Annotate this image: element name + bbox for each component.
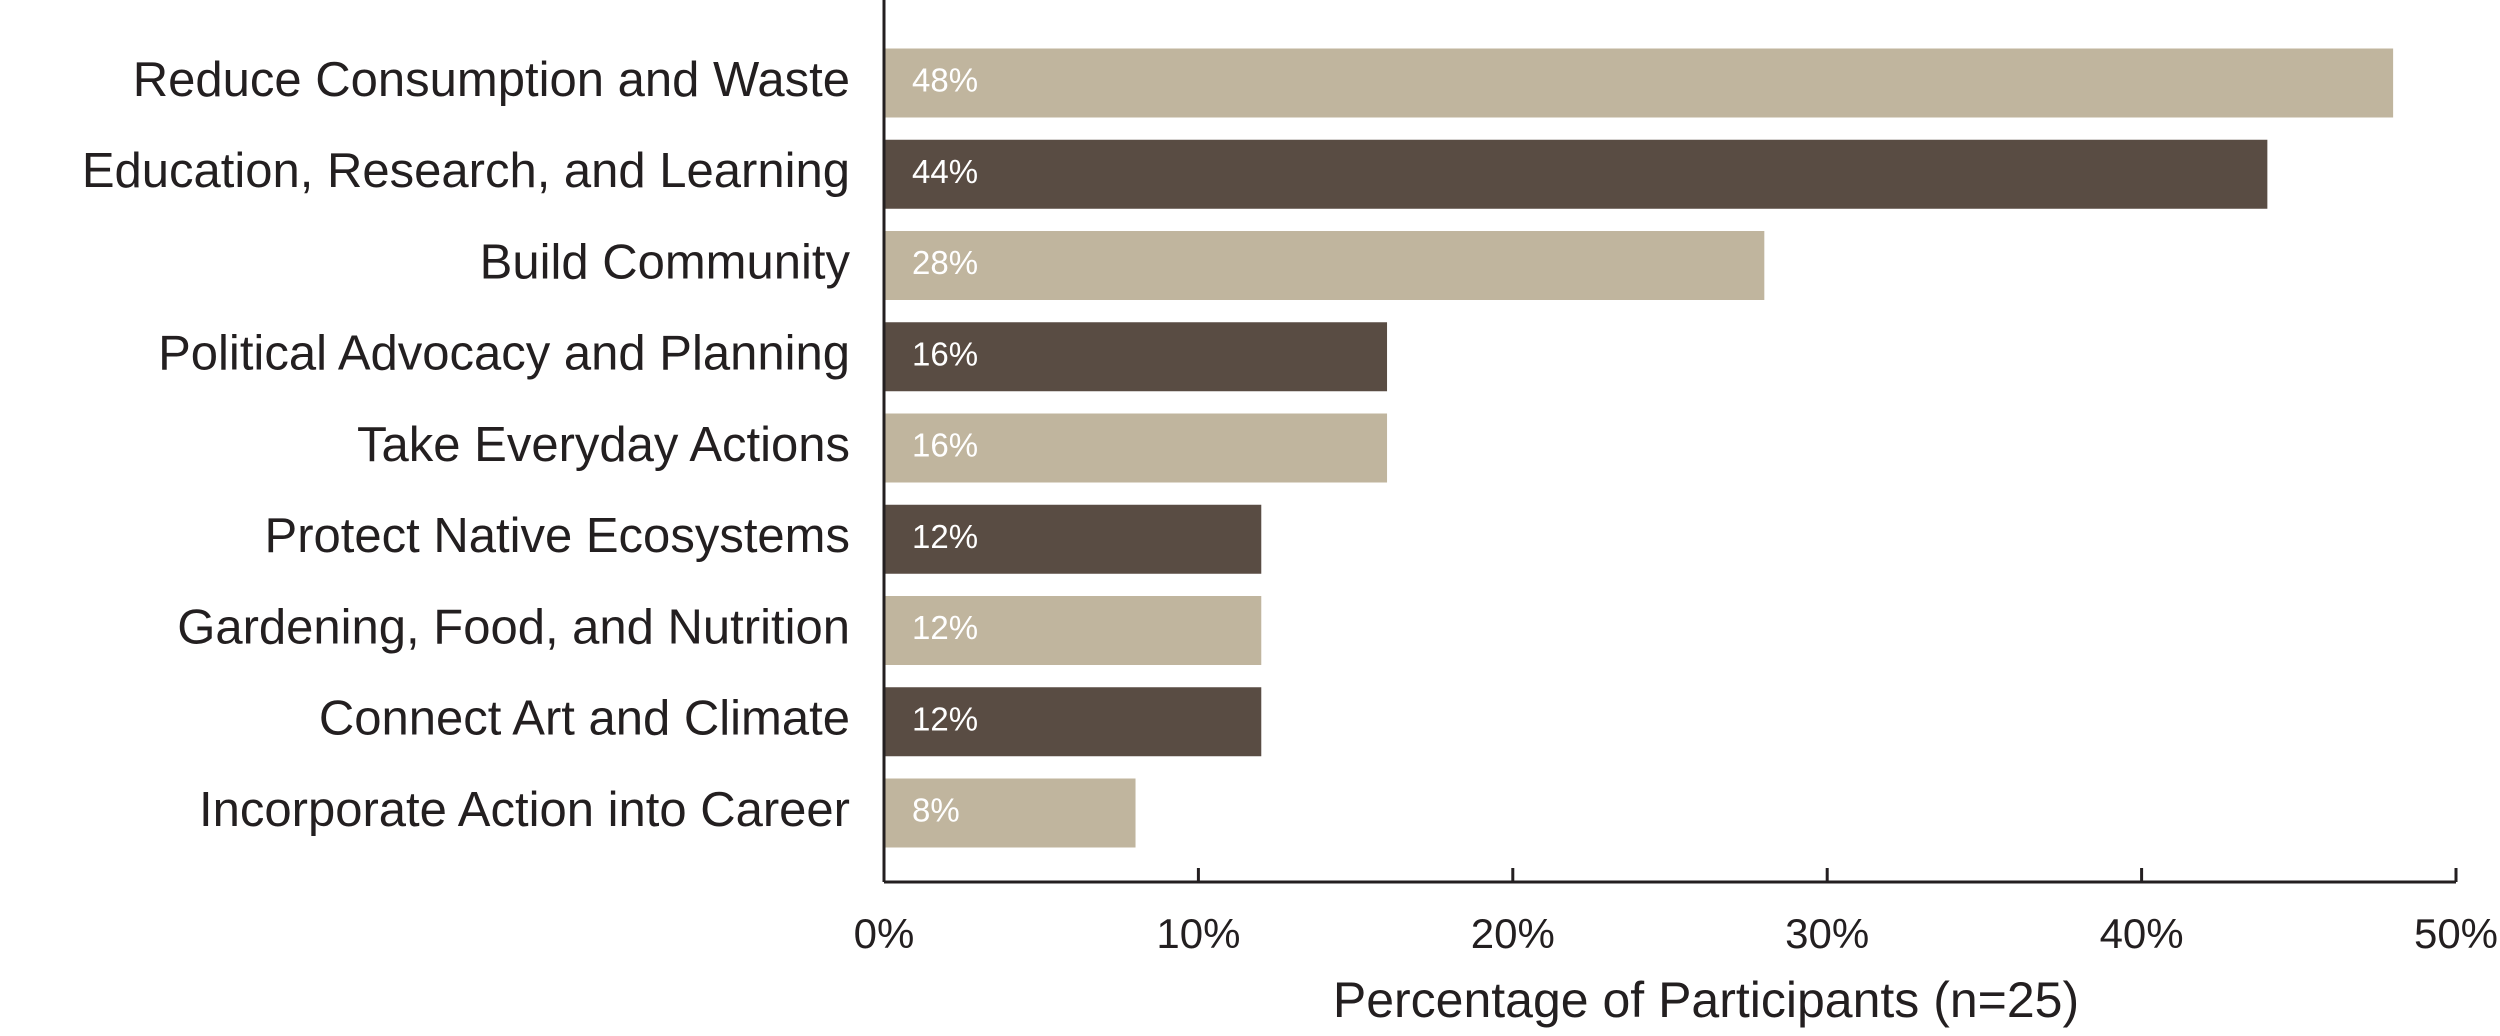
data-label-1: 44% (912, 153, 978, 190)
category-label-5: Protect Native Ecosystems (265, 509, 850, 563)
axes (882, 0, 2456, 884)
x-tick-label-3: 30% (1785, 910, 1869, 957)
data-label-6: 12% (912, 609, 978, 646)
data-label-3: 16% (912, 335, 978, 372)
bar-7 (884, 687, 1262, 757)
bar-4 (884, 413, 1388, 483)
x-tick-label-4: 40% (2100, 910, 2184, 957)
category-label-3: Political Advocacy and Planning (158, 327, 850, 381)
x-axis-title: Percentage of Participants (n=25) (1333, 972, 2079, 1028)
x-axis-ticks: 0% 10% 20% 30% 40% 50% (854, 868, 2498, 957)
bar-0 (884, 48, 2394, 118)
category-label-8: Incorporate Action into Career (199, 783, 850, 837)
bar-2 (884, 231, 1765, 300)
bars-layer (884, 48, 2394, 848)
category-labels: Reduce Consumption and Waste Education, R… (82, 53, 851, 837)
data-label-7: 12% (912, 700, 978, 737)
category-label-1: Education, Research, and Learning (82, 144, 850, 198)
x-tick-label-0: 0% (854, 910, 915, 957)
bar-6 (884, 596, 1262, 665)
bar-3 (884, 322, 1388, 392)
category-label-0: Reduce Consumption and Waste (133, 53, 850, 107)
category-label-2: Build Community (480, 235, 851, 289)
x-tick-label-2: 20% (1471, 910, 1555, 957)
data-label-8: 8% (912, 792, 960, 829)
bar-8 (884, 778, 1136, 848)
category-label-7: Connect Art and Climate (319, 692, 850, 746)
x-tick-label-1: 10% (1156, 910, 1240, 957)
bar-1 (884, 139, 2268, 209)
data-label-0: 48% (912, 62, 978, 99)
data-label-2: 28% (912, 244, 978, 281)
x-tick-label-5: 50% (2414, 910, 2498, 957)
data-labels: 48% 44% 28% 16% 16% 12% 12% 12% 8% (912, 62, 978, 829)
data-label-5: 12% (912, 518, 978, 555)
category-label-4: Take Everyday Actions (357, 418, 850, 472)
category-label-6: Gardening, Food, and Nutrition (177, 600, 850, 654)
data-label-4: 16% (912, 427, 978, 464)
bar-5 (884, 504, 1262, 574)
